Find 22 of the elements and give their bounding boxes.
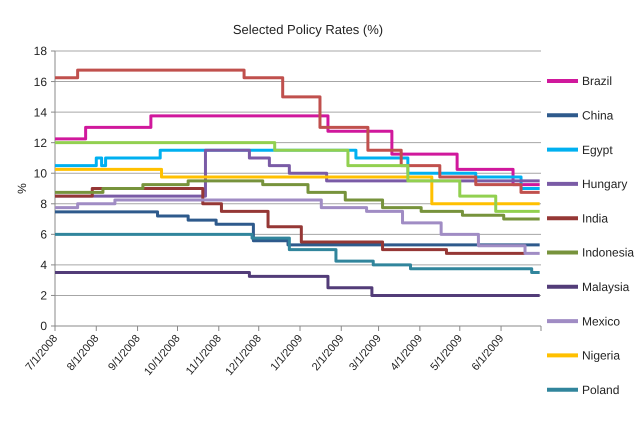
y-tick-label: 10 [34, 166, 48, 180]
legend-label: Indonesia [582, 246, 634, 260]
y-tick-label: 0 [40, 319, 48, 334]
legend-label: Poland [582, 382, 620, 397]
y-tick-label: 4 [40, 258, 48, 272]
legend-label: Mexico [582, 314, 620, 328]
y-tick-label: 16 [34, 74, 48, 89]
chart-title: Selected Policy Rates (%) [232, 22, 384, 37]
y-tick-label: 8 [40, 196, 48, 211]
legend-label: Brazil [582, 74, 612, 88]
y-tick-label: 12 [34, 136, 48, 150]
y-tick-label: 2 [40, 288, 48, 303]
legend-label: Hungary [582, 177, 628, 192]
legend-label: Nigeria [582, 348, 620, 363]
y-tick-label: 6 [40, 228, 48, 242]
legend-label: China [582, 108, 614, 122]
y-tick-label: 18 [34, 44, 48, 58]
y-tick-label: 14 [34, 105, 48, 120]
legend-label: Egypt [582, 142, 614, 157]
y-axis-title: % [15, 182, 29, 194]
legend-label: India [582, 211, 608, 226]
legend-label: Malaysia [582, 280, 630, 294]
